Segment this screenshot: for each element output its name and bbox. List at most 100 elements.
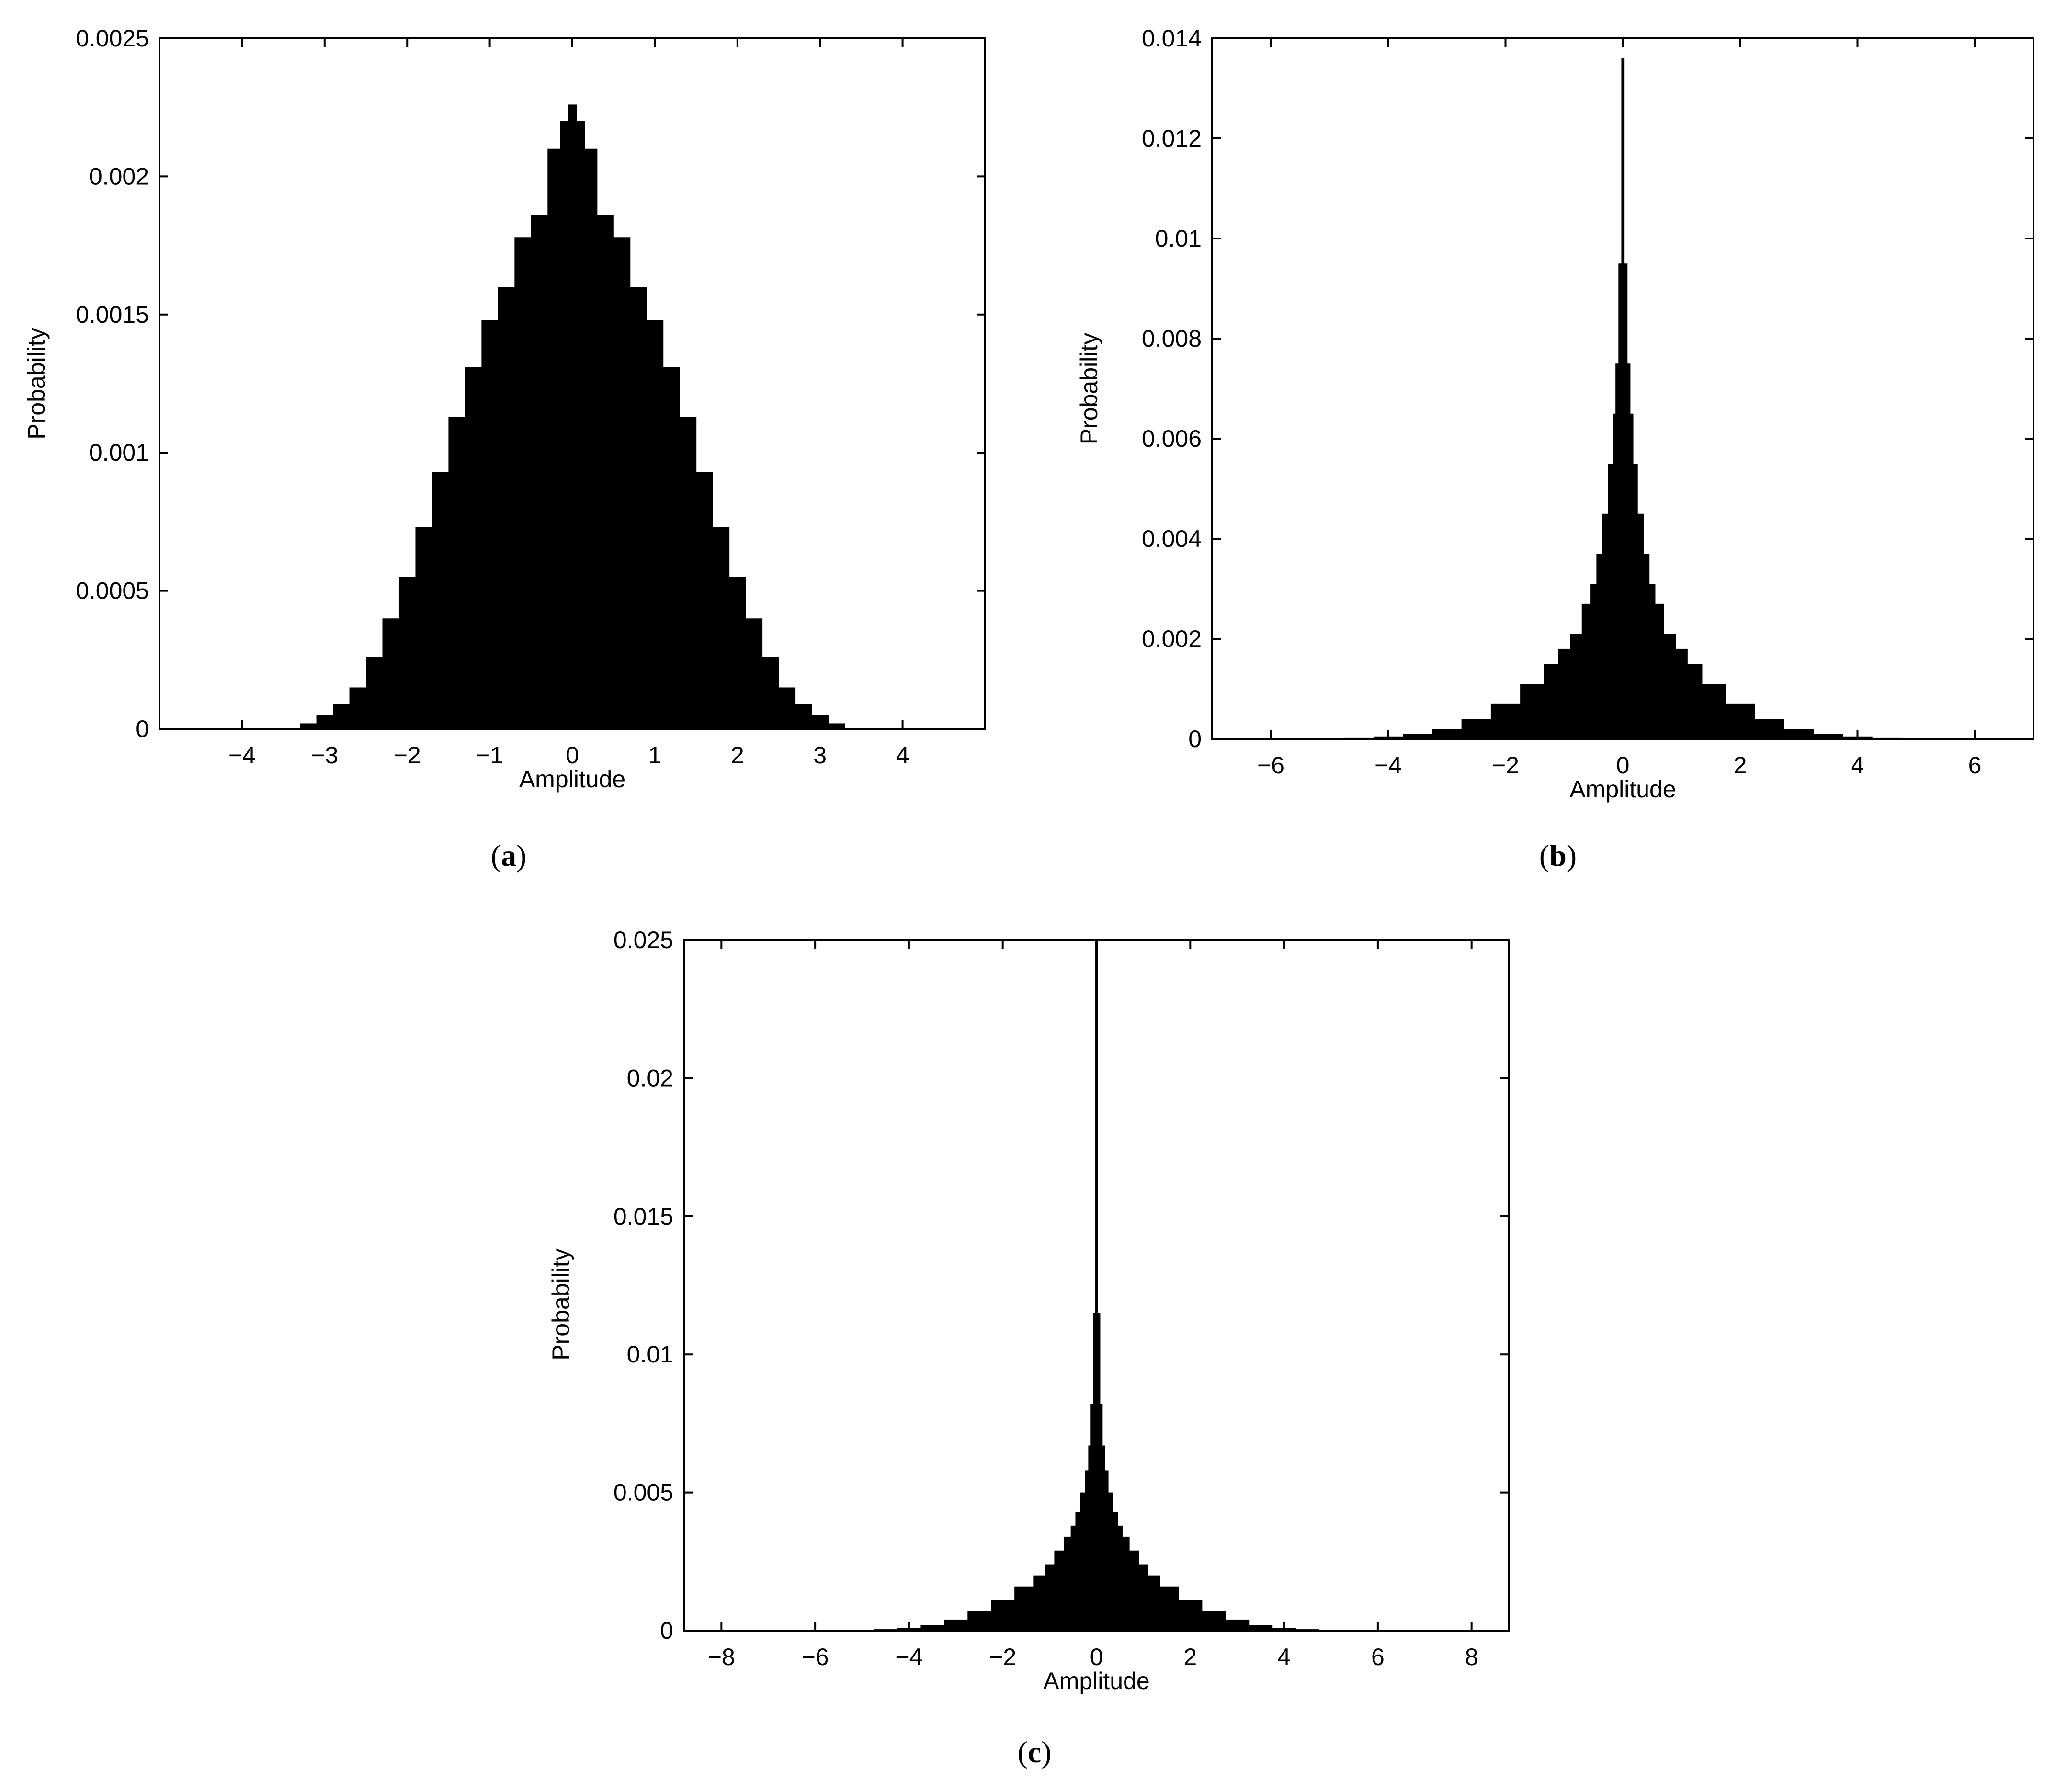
y-axis-label: Probability — [23, 328, 50, 439]
histogram-bar — [1581, 603, 1591, 739]
histogram-bar — [576, 121, 585, 729]
histogram-bar — [1122, 1536, 1130, 1631]
histogram-bar — [647, 320, 664, 729]
histogram-bar — [1675, 648, 1688, 739]
histogram-bar — [1643, 554, 1650, 739]
histogram-bar — [1054, 1550, 1064, 1631]
histogram-bar — [415, 527, 432, 729]
histogram-bar — [1627, 363, 1631, 739]
histogram-bar — [1784, 729, 1814, 739]
caption-b: (b) — [1539, 839, 1577, 873]
y-tick-label: 0 — [136, 715, 149, 742]
x-tick-label: 2 — [1183, 1644, 1197, 1670]
chart-b: −6 −4 −2 0 2 4 6 0 0.002 0.004 0.006 0.008 0.01 0.012… — [1076, 25, 2034, 873]
y-tick-label: 0.014 — [1142, 25, 1202, 52]
caption-a-letter: a — [501, 839, 516, 873]
histogram-bar — [1225, 1619, 1250, 1631]
histogram-bar — [432, 472, 449, 729]
histogram-bar — [382, 618, 399, 729]
histogram-bar — [1117, 1525, 1123, 1631]
y-tick-label: 0.02 — [627, 1065, 673, 1091]
histogram-bar — [1630, 413, 1634, 739]
histogram-bar — [1113, 1511, 1118, 1631]
x-tick-label: 0 — [566, 742, 579, 769]
x-tick-label: 6 — [1968, 752, 1982, 779]
histogram-bar — [1602, 513, 1609, 739]
y-tick-label: 0.01 — [1155, 225, 1202, 252]
histogram-bar — [1621, 58, 1625, 739]
caption-c-letter: c — [1028, 1735, 1041, 1769]
y-tick-label: 0 — [660, 1617, 673, 1644]
x-axis-label: Amplitude — [1569, 776, 1676, 803]
x-tick-label: 4 — [1277, 1644, 1291, 1670]
histogram-bar — [560, 121, 568, 729]
histogram-bar — [1088, 1445, 1091, 1631]
histogram-bar — [448, 417, 466, 729]
caption-b-letter: b — [1549, 839, 1567, 873]
y-tick-label: 0.002 — [89, 163, 149, 190]
y-tick-label: 0.025 — [613, 927, 673, 953]
histogram-bar — [1633, 464, 1638, 739]
x-tick-label: 8 — [1465, 1644, 1478, 1670]
histogram-bar — [1090, 1404, 1093, 1631]
histogram-bar — [1097, 1313, 1101, 1631]
histogram-bar — [597, 215, 614, 729]
y-tick-label: 0 — [1188, 726, 1202, 752]
x-tick-label: 4 — [1851, 752, 1864, 779]
histogram-bar — [1637, 513, 1644, 739]
histogram-bar — [795, 704, 812, 729]
y-tick-label: 0.001 — [89, 439, 149, 466]
y-tick-label: 0.002 — [1142, 625, 1202, 652]
histogram-bar — [828, 723, 845, 729]
x-tick-label: 1 — [648, 742, 661, 769]
histogram-bar — [696, 472, 713, 729]
histogram-bar — [1070, 1525, 1076, 1631]
histogram-bar — [465, 367, 482, 729]
histogram-bar — [613, 237, 631, 729]
histogram-bar — [1655, 603, 1664, 739]
histogram-bar — [920, 1625, 944, 1631]
x-axis-label: Amplitude — [519, 766, 625, 793]
x-tick-label: 2 — [731, 742, 744, 769]
histogram-bar — [1202, 1611, 1226, 1631]
histogram-bar — [366, 657, 383, 729]
histogram-bar — [762, 657, 779, 729]
y-tick-label: 0.006 — [1142, 425, 1202, 452]
caption-c: (c) — [1017, 1735, 1051, 1769]
histogram-bar — [1590, 584, 1597, 739]
y-tick-label: 0.0005 — [76, 578, 149, 604]
histogram-bar — [1558, 648, 1570, 739]
histogram-bar — [1063, 1536, 1071, 1631]
x-tick-label: −4 — [895, 1644, 922, 1670]
histogram-bar — [1403, 734, 1432, 739]
histogram-bar — [1520, 684, 1544, 739]
x-tick-label: −2 — [394, 742, 421, 769]
histogram-bar — [547, 148, 560, 729]
histogram-bar — [1075, 1511, 1080, 1631]
histogram-bar — [568, 104, 577, 729]
y-tick-label: 0.012 — [1142, 125, 1202, 152]
histogram-bar — [746, 618, 763, 729]
x-tick-label: −1 — [476, 742, 503, 769]
y-axis-label: Probability — [547, 1248, 574, 1360]
histogram-bar — [1618, 263, 1622, 739]
x-tick-label: 0 — [1616, 752, 1630, 779]
histogram-bar — [729, 577, 746, 729]
chart-a: −4 −3 −2 −1 0 1 2 3 4 0 0.0005 0.001 0.0015 0.002 0.00… — [23, 25, 986, 873]
x-tick-label: −6 — [802, 1644, 829, 1670]
histogram-bar — [1080, 1492, 1085, 1631]
x-tick-label: −8 — [708, 1644, 735, 1670]
histogram-bar — [1104, 1470, 1109, 1631]
histogram-bar — [1687, 664, 1703, 739]
histogram-bar — [1755, 719, 1784, 739]
x-tick-label: 0 — [1090, 1644, 1103, 1670]
histogram-bar — [1624, 263, 1628, 739]
histogram-bar — [1461, 719, 1491, 739]
histogram-bar — [1085, 1470, 1089, 1631]
x-tick-label: 2 — [1734, 752, 1747, 779]
x-tick-label: 4 — [896, 742, 909, 769]
histogram-bar — [1045, 1564, 1055, 1631]
histogram-bar — [514, 237, 532, 729]
y-tick-label: 0.0025 — [76, 25, 149, 52]
